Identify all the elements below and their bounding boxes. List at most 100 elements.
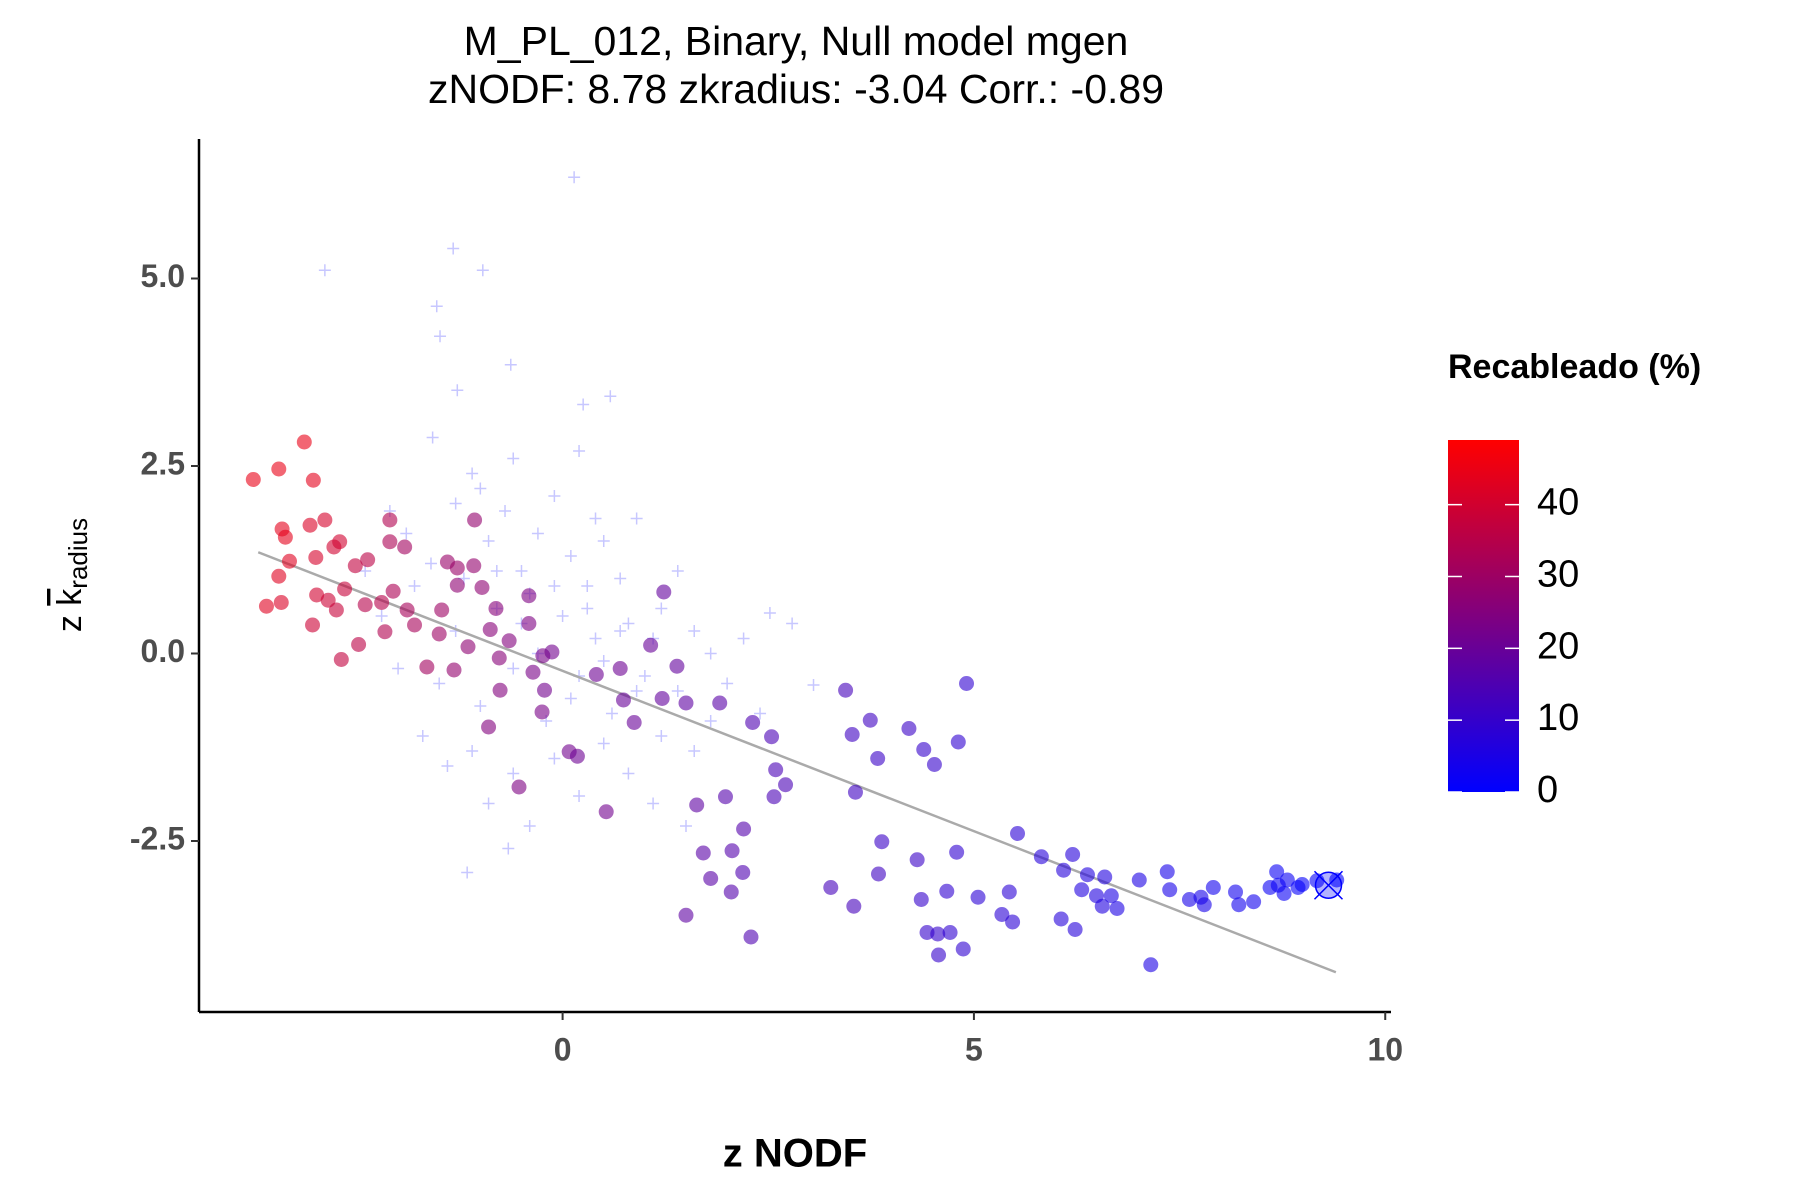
point xyxy=(333,652,349,667)
null-model-point xyxy=(504,358,517,371)
point xyxy=(1109,901,1125,916)
colorbar xyxy=(1448,440,1519,792)
point xyxy=(678,907,694,923)
point xyxy=(959,676,975,691)
point xyxy=(844,727,860,742)
null-model-point xyxy=(531,527,544,540)
point xyxy=(521,588,537,604)
point xyxy=(626,715,642,730)
null-model-point xyxy=(763,607,776,619)
point xyxy=(302,517,318,533)
point xyxy=(703,871,719,886)
point xyxy=(745,715,761,730)
point xyxy=(1079,867,1095,883)
null-model-point xyxy=(523,820,536,832)
point xyxy=(949,844,965,860)
null-model-point xyxy=(704,715,717,727)
null-model-point xyxy=(441,760,454,772)
point xyxy=(407,617,423,633)
point xyxy=(870,751,886,766)
null-model-point xyxy=(430,300,443,313)
point xyxy=(1067,922,1083,937)
null-model-point xyxy=(461,866,474,879)
null-model-point xyxy=(507,767,520,780)
x-tick-label: 0 xyxy=(554,1031,572,1067)
null-model-point xyxy=(434,330,447,343)
point xyxy=(1228,884,1244,900)
point xyxy=(492,682,508,698)
colorbar-tick-label: 0 xyxy=(1537,769,1558,811)
chart-title: M_PL_012, Binary, Null model mgen xyxy=(464,18,1129,64)
colorbar-tick-label: 20 xyxy=(1537,625,1579,667)
null-model-point xyxy=(614,572,627,585)
point xyxy=(1269,864,1285,880)
point xyxy=(931,947,947,963)
point xyxy=(277,529,293,545)
null-model-point xyxy=(515,565,528,577)
point xyxy=(431,626,447,642)
point xyxy=(474,580,490,595)
point xyxy=(612,661,628,676)
null-model-point xyxy=(589,512,602,525)
y-axis-title: z kradius xyxy=(51,518,93,632)
point xyxy=(994,907,1010,922)
point xyxy=(870,866,886,882)
null-model-point xyxy=(605,707,618,720)
null-model-point xyxy=(573,445,586,457)
point xyxy=(874,834,890,850)
null-model-point xyxy=(671,685,684,697)
point xyxy=(926,757,942,772)
null-model-point xyxy=(564,550,577,562)
point xyxy=(537,682,553,698)
point xyxy=(1294,877,1310,892)
trend-line xyxy=(257,551,1337,974)
point xyxy=(305,472,321,488)
y-tick-label: -2.5 xyxy=(130,820,185,856)
point xyxy=(901,721,917,736)
null-model-point xyxy=(474,482,487,495)
null-model-point xyxy=(597,655,610,667)
x-tick-label: 10 xyxy=(1367,1031,1403,1067)
null-model-point xyxy=(589,632,602,645)
point xyxy=(305,617,321,633)
point xyxy=(942,925,958,940)
null-model-point xyxy=(548,580,561,592)
point xyxy=(521,616,537,631)
point xyxy=(615,692,631,708)
colorbar-tick-label: 30 xyxy=(1537,554,1579,596)
point xyxy=(434,602,450,618)
null-model-point xyxy=(704,647,717,660)
point xyxy=(525,664,541,680)
null-model-point xyxy=(754,707,767,720)
point xyxy=(1246,894,1262,910)
null-model-point xyxy=(482,535,495,547)
null-model-point xyxy=(680,820,693,832)
null-model-point xyxy=(655,602,668,615)
null-model-point xyxy=(577,398,590,411)
point xyxy=(950,734,966,750)
null-model-point xyxy=(655,730,668,742)
point xyxy=(1056,862,1072,878)
null-model-point xyxy=(474,700,487,712)
point xyxy=(654,691,670,706)
null-model-point xyxy=(507,662,520,675)
y-axis-title-subscript: radius xyxy=(63,518,93,589)
null-model-point xyxy=(476,264,489,277)
point xyxy=(382,512,398,528)
null-model-point xyxy=(556,610,569,622)
point xyxy=(1205,880,1221,895)
point xyxy=(491,650,507,666)
point xyxy=(909,852,925,868)
null-model-point xyxy=(400,527,413,540)
null-model-point xyxy=(499,505,512,517)
point xyxy=(544,644,560,660)
point xyxy=(656,584,672,600)
point xyxy=(1279,872,1295,888)
point xyxy=(723,884,739,900)
point xyxy=(847,784,863,800)
null-model-point xyxy=(482,797,495,810)
point xyxy=(309,587,325,603)
null-model-point xyxy=(426,431,439,444)
point xyxy=(1001,884,1017,900)
point xyxy=(764,729,780,745)
